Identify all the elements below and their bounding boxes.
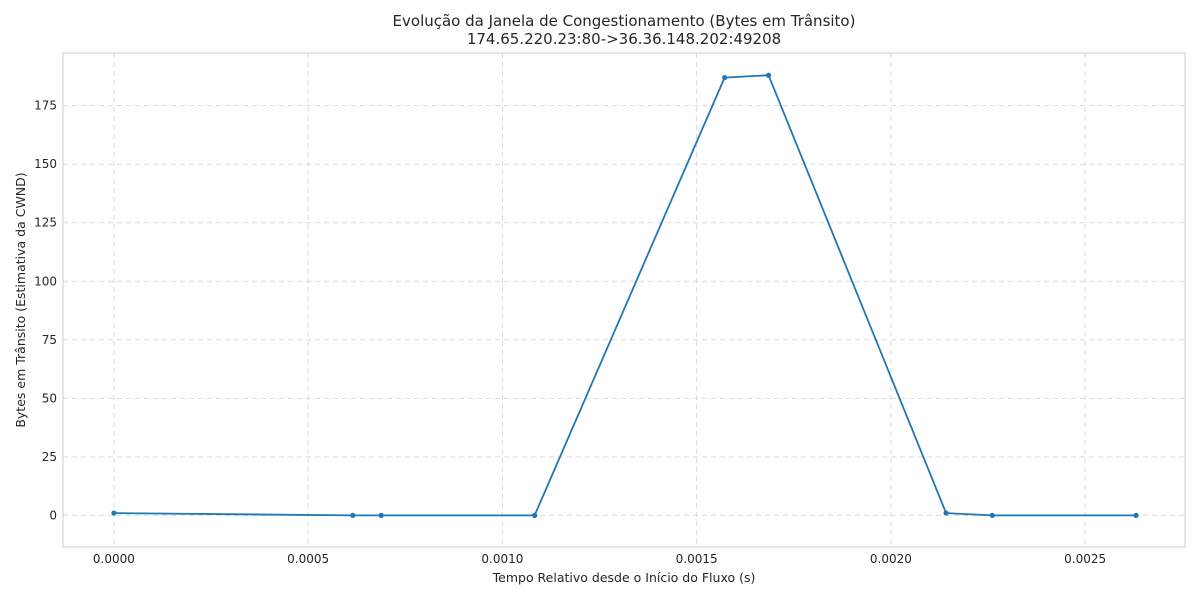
data-point — [350, 512, 356, 518]
chart-subtitle: 174.65.220.23:80->36.36.148.202:49208 — [467, 30, 781, 48]
grid — [63, 53, 1185, 547]
y-tick-label: 75 — [42, 333, 57, 347]
data-point — [943, 510, 949, 516]
x-tick-label: 0.0025 — [1064, 552, 1106, 566]
series — [111, 72, 1139, 518]
data-point — [989, 512, 995, 518]
y-tick-label: 175 — [34, 99, 57, 113]
data-point — [765, 72, 772, 78]
y-tick-label: 150 — [34, 157, 57, 171]
x-tick-label: 0.0020 — [870, 552, 912, 566]
chart-title: Evolução da Janela de Congestionamento (… — [393, 12, 856, 30]
x-tick-label: 0.0000 — [93, 552, 135, 566]
x-tick-label: 0.0015 — [676, 552, 718, 566]
ticks: 0.0000 0.0005 0.0010 0.0015 0.0020 0.0025 0 25 5… — [34, 99, 1106, 566]
y-tick-label: 50 — [42, 391, 57, 405]
y-tick-label: 25 — [42, 450, 57, 464]
plot-frame — [62, 52, 1186, 548]
y-tick-label: 100 — [34, 274, 57, 288]
x-tick-label: 0.0010 — [481, 552, 523, 566]
x-tick-label: 0.0005 — [287, 552, 329, 566]
data-point — [532, 512, 538, 518]
data-point — [722, 74, 728, 81]
series-line — [113, 74, 1136, 517]
data-point — [1133, 512, 1139, 518]
y-axis-label: Bytes em Trânsito (Estimativa da CWND) — [13, 172, 28, 427]
x-axis-label: Tempo Relativo desde o Início do Fluxo (… — [492, 570, 756, 585]
data-point — [111, 510, 117, 516]
y-tick-label: 125 — [34, 216, 57, 230]
data-point — [378, 512, 384, 518]
y-tick-label: 0 — [49, 508, 57, 522]
